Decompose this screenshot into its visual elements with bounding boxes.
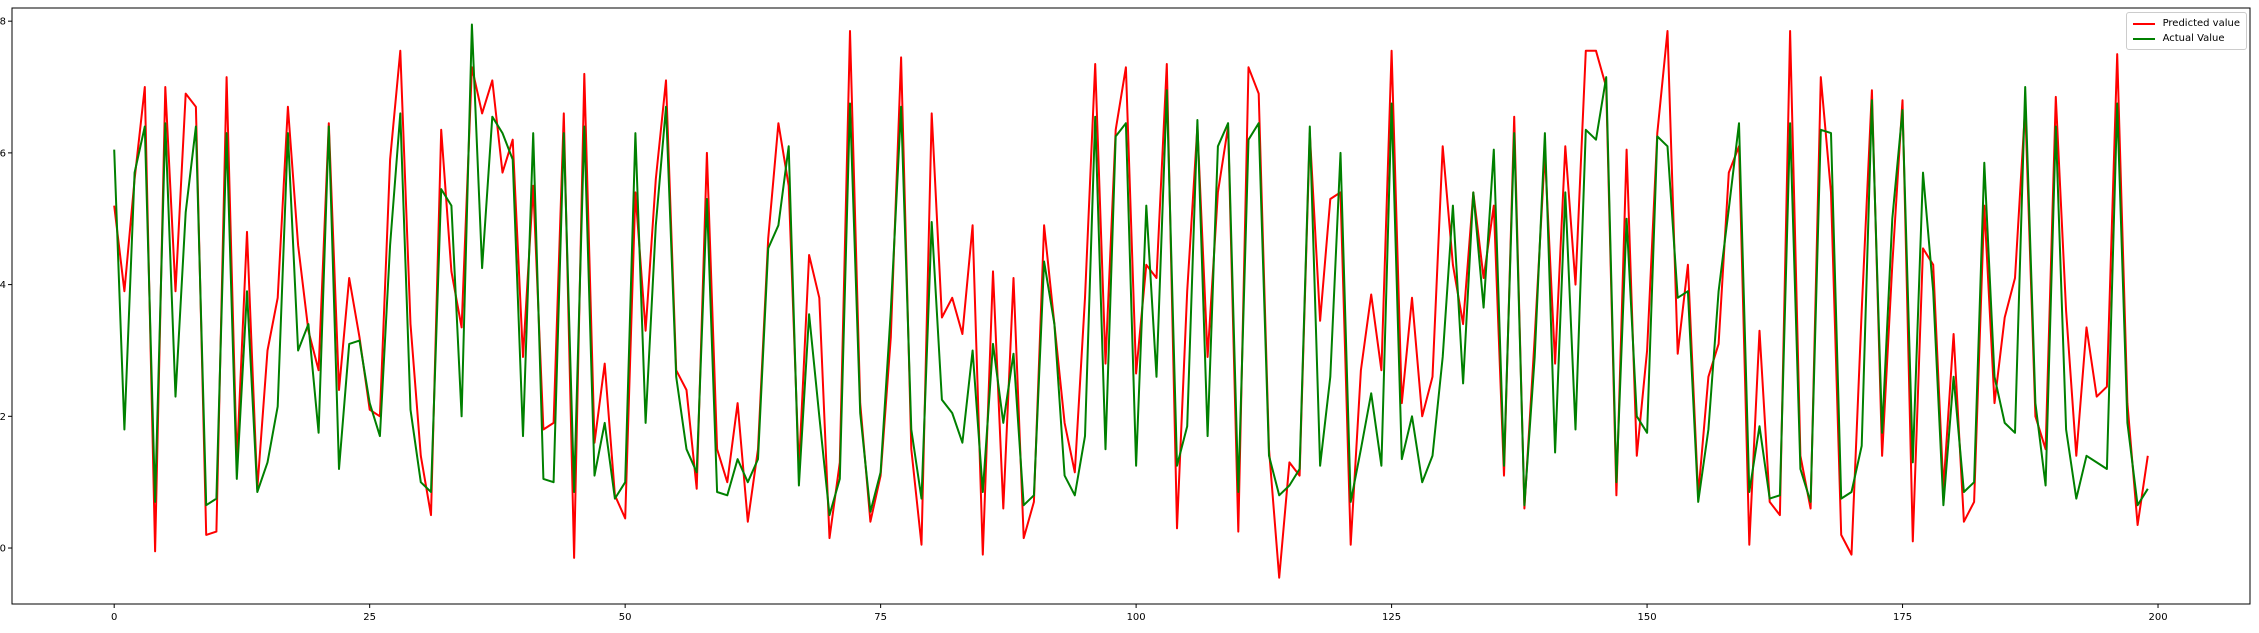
x-tick-label: 200: [2148, 612, 2167, 623]
y-tick-label: 4: [0, 280, 6, 291]
x-axis-ticks: 0 25 50 75 100 125 150 175 200: [111, 604, 2168, 623]
legend-swatch-actual: [2132, 37, 2155, 40]
x-tick-label: 100: [1127, 612, 1146, 623]
y-tick-label: 6: [0, 148, 6, 159]
y-tick-label: 0: [0, 544, 6, 555]
legend-swatch-predicted: [2132, 22, 2155, 25]
legend-label-actual: Actual Value: [2162, 33, 2225, 44]
x-tick-label: 0: [111, 612, 117, 623]
y-axis-ticks: 0 2 4 6 8: [0, 17, 12, 555]
legend-label-predicted: Predicted value: [2162, 18, 2240, 29]
legend-item-predicted: Predicted value: [2132, 16, 2240, 31]
legend: Predicted value Actual Value: [2125, 12, 2247, 50]
series-layer: [113, 23, 2149, 579]
y-tick-label: 8: [0, 17, 6, 28]
x-tick-label: 150: [1638, 612, 1657, 623]
axes-frame: [11, 7, 2251, 605]
x-tick-label: 25: [363, 612, 376, 623]
y-tick-label: 2: [0, 412, 6, 423]
legend-item-actual: Actual Value: [2132, 31, 2240, 46]
x-tick-label: 50: [619, 612, 632, 623]
x-tick-label: 175: [1893, 612, 1912, 623]
x-tick-label: 125: [1382, 612, 1401, 623]
x-tick-label: 75: [874, 612, 887, 623]
series-line-actual: [113, 23, 2149, 517]
